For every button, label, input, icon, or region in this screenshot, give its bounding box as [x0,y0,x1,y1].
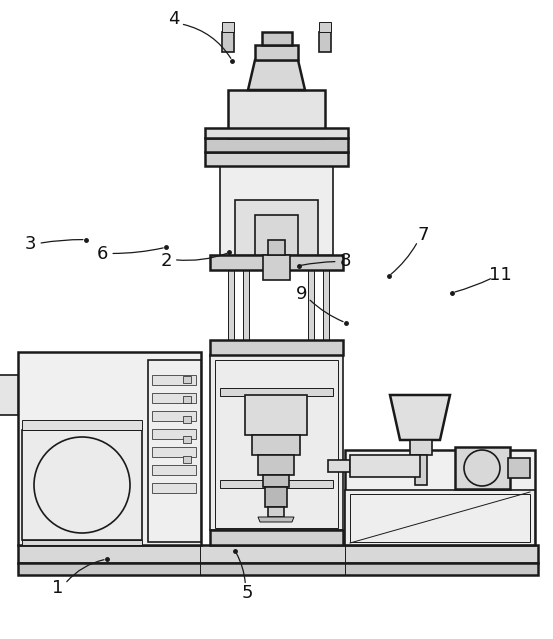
Text: 8: 8 [340,252,351,270]
Text: 11: 11 [489,266,512,284]
Polygon shape [390,395,450,440]
Text: 4: 4 [169,10,180,28]
Bar [263,255,290,280]
Bar [18,545,538,563]
Text: 9: 9 [296,285,307,303]
Bar [152,375,196,385]
Bar [262,32,292,45]
Bar [183,456,191,463]
Bar [228,160,234,545]
Bar [152,483,196,493]
Text: 5: 5 [242,584,253,602]
Bar [183,416,191,423]
FancyArrowPatch shape [236,553,245,583]
Bar [215,360,338,528]
Bar [255,215,298,255]
Bar [455,447,510,489]
Text: 3: 3 [25,235,36,253]
FancyArrowPatch shape [41,240,83,243]
Bar [319,32,331,52]
Bar [268,240,285,255]
Bar [18,352,201,545]
Bar [205,138,348,152]
Bar [263,475,289,487]
Bar [152,411,196,421]
Bar [183,436,191,443]
Bar [183,376,191,383]
Bar [22,430,142,540]
Bar [252,435,300,455]
Bar [255,45,298,60]
FancyArrowPatch shape [184,24,231,58]
Bar [210,530,343,545]
FancyArrowPatch shape [176,254,227,260]
Bar [222,32,234,52]
Bar [0,375,18,415]
Bar [210,340,343,355]
Bar [245,395,307,435]
Text: 2: 2 [160,252,171,270]
FancyArrowPatch shape [310,300,343,321]
FancyArrowPatch shape [67,560,104,581]
Bar [258,455,294,475]
Text: 7: 7 [418,226,429,244]
Bar [268,507,284,517]
Bar [220,388,333,396]
Polygon shape [248,60,305,90]
Bar [350,494,530,542]
FancyArrowPatch shape [113,248,163,254]
Bar [350,455,420,477]
Bar [152,447,196,457]
Bar [345,490,535,545]
Bar [243,160,249,545]
Bar [152,465,196,475]
Bar [152,393,196,403]
Text: 6: 6 [97,245,108,263]
Bar [22,540,142,545]
Bar [265,487,287,507]
Bar [345,450,535,545]
Polygon shape [258,517,294,522]
Bar [220,165,333,255]
FancyArrowPatch shape [391,243,416,274]
Bar [415,455,427,485]
Bar [222,22,234,32]
Bar [18,563,538,575]
Bar [328,460,350,472]
Bar [22,420,142,430]
Bar [319,22,331,32]
FancyArrowPatch shape [455,279,491,292]
Bar [183,396,191,403]
Bar [210,255,343,270]
Bar [308,160,314,545]
FancyArrowPatch shape [301,261,335,265]
Bar [220,480,333,488]
Bar [210,355,343,530]
Bar [152,429,196,439]
Bar [205,152,348,166]
Text: 1: 1 [53,579,64,597]
Bar [323,160,329,545]
Bar [228,90,325,138]
Bar [235,200,318,255]
Bar [148,360,201,542]
Bar [410,440,432,455]
Bar [205,128,348,138]
Bar [508,458,530,478]
